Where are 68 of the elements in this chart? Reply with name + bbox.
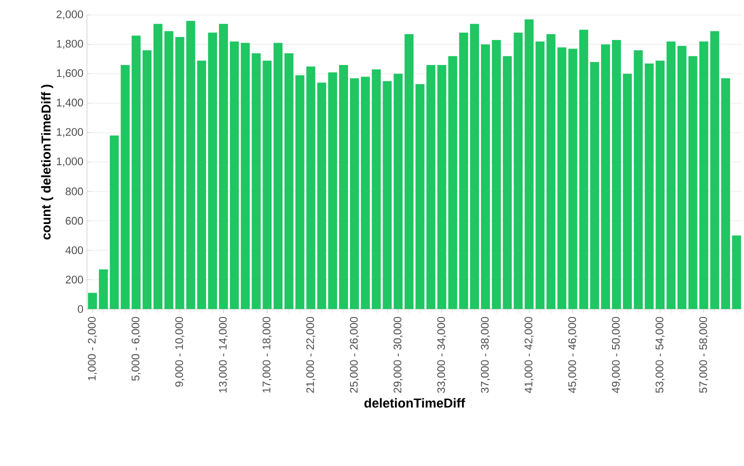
bar (153, 24, 162, 309)
y-tick-label: 1,000 (56, 157, 84, 167)
x-tick-label: 17,000 - 18,000 (262, 316, 272, 392)
bar (328, 72, 338, 309)
y-tick-label: 600 (66, 216, 84, 225)
bar (536, 41, 545, 309)
bar (284, 53, 294, 309)
bar (590, 62, 600, 309)
x-tick-label: 33,000 - 34,000 (437, 316, 446, 393)
bar (98, 269, 108, 309)
x-axis-title: deletionTimeDiff (364, 398, 466, 408)
bar (622, 74, 632, 309)
bar (197, 60, 206, 309)
x-tick-label: 1,000 - 2,000 (88, 316, 97, 380)
bar (218, 24, 228, 309)
bar (557, 47, 566, 309)
bar (492, 40, 501, 309)
y-tick-label: 1,800 (56, 40, 84, 49)
x-tick-label: 13,000 - 14,000 (218, 316, 228, 392)
x-tick-label: 21,000 - 22,000 (306, 316, 316, 393)
bar (677, 46, 686, 309)
bar (426, 64, 436, 309)
bar (339, 64, 348, 309)
bar (656, 60, 665, 309)
bar (415, 84, 424, 309)
x-tick-label: 53,000 - 54,000 (656, 316, 665, 393)
y-tick-label: 800 (66, 188, 84, 196)
x-tick-label: 57,000 - 58,000 (699, 316, 708, 393)
bar (546, 34, 556, 309)
x-tick-label: 45,000 - 46,000 (568, 316, 578, 394)
bar (666, 41, 676, 309)
bar (274, 42, 283, 309)
bar (470, 24, 480, 309)
bar (208, 32, 218, 309)
y-tick-label: 1,600 (56, 69, 84, 78)
bar (132, 36, 141, 309)
y-tick-label: 200 (66, 276, 84, 284)
bar (480, 44, 490, 309)
bar (262, 60, 272, 309)
bar (404, 34, 414, 309)
bar (230, 41, 239, 309)
x-tick-label: 5,000 - 6,000 (132, 316, 141, 381)
bar (142, 50, 152, 309)
bar (688, 56, 698, 309)
x-tick-label: 41,000 - 42,000 (524, 316, 534, 394)
x-tick-label: 9,000 - 10,000 (175, 316, 184, 387)
x-tick-label: 29,000 - 30,000 (394, 316, 403, 393)
bar (459, 32, 468, 309)
bar (601, 44, 610, 309)
bar (721, 78, 730, 309)
y-tick-label: 2,000 (56, 10, 84, 20)
y-tick-label: 1,200 (56, 128, 84, 138)
x-tick-label: 25,000 - 26,000 (350, 316, 359, 393)
bar (295, 75, 304, 309)
x-tick-label: 37,000 - 38,000 (480, 316, 490, 393)
y-tick-label: 1,400 (56, 98, 84, 108)
bar (164, 31, 174, 309)
bar (732, 236, 742, 309)
bar (350, 78, 359, 309)
y-tick-label: 400 (65, 246, 84, 254)
y-tick-label: 0 (78, 305, 84, 313)
bar (360, 76, 370, 309)
bar (612, 40, 621, 309)
bar (394, 74, 403, 309)
x-tick-label: 49,000 - 50,000 (612, 316, 621, 394)
y-axis-title: count ( deletionTimeDiff ) (41, 84, 54, 240)
bar (524, 19, 534, 309)
bar (88, 292, 97, 309)
